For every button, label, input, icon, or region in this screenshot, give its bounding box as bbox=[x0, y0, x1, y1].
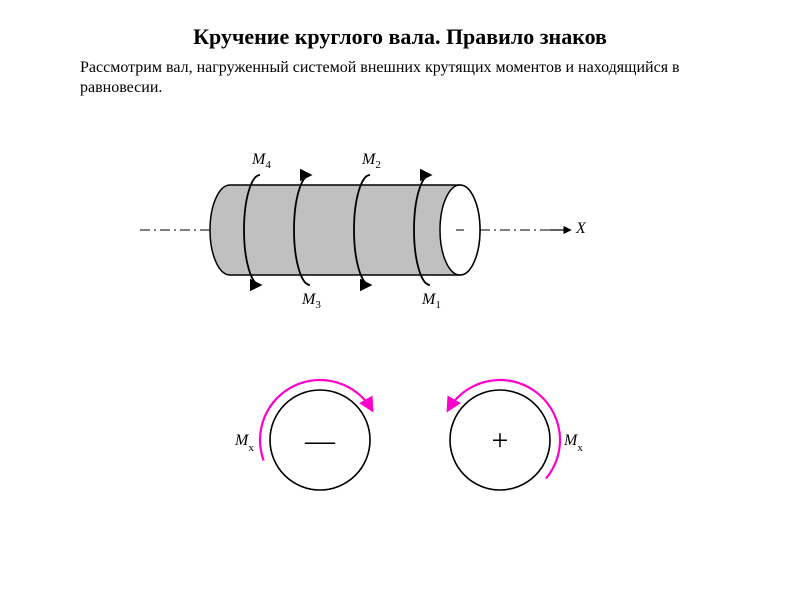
sign-convention-diagram: — Mx + Mx bbox=[200, 360, 620, 530]
svg-text:Mx: Mx bbox=[234, 432, 254, 454]
svg-text:+: + bbox=[492, 424, 509, 457]
page-subtitle: Рассмотрим вал, нагруженный системой вне… bbox=[80, 58, 720, 98]
page-title: Кручение круглого вала. Правило знаков bbox=[0, 24, 800, 50]
moment-label: M2 bbox=[362, 151, 381, 171]
svg-text:Mx: Mx bbox=[563, 432, 583, 454]
moment-label: M4 bbox=[252, 151, 271, 171]
moment-label: M3 bbox=[302, 291, 321, 311]
axis-label-x: X bbox=[576, 220, 586, 238]
moment-label: M1 bbox=[422, 291, 441, 311]
svg-text:—: — bbox=[304, 424, 336, 457]
